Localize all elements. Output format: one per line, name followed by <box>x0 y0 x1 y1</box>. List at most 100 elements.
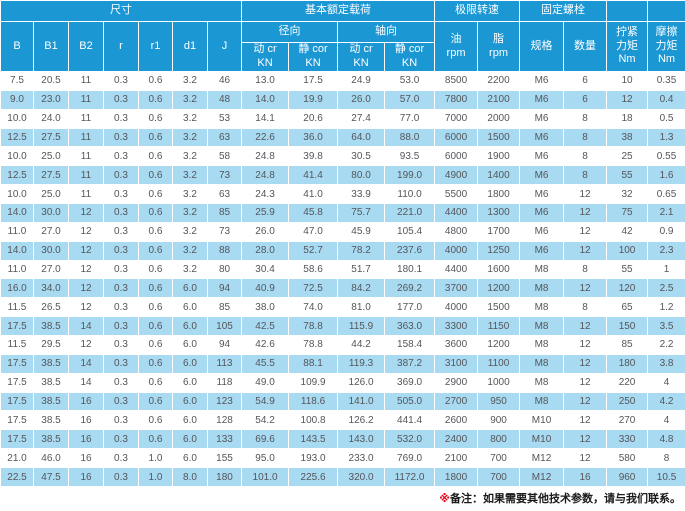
table-cell: 39.8 <box>288 146 339 167</box>
header-col-tighten-torque: 拧紧 力矩 Nm <box>606 21 649 72</box>
table-cell: 12 <box>563 221 608 242</box>
table-cell: 25.9 <box>241 203 290 223</box>
table-cell: 8 <box>563 108 608 129</box>
table-cell: 7800 <box>434 89 479 110</box>
table-cell: 25.0 <box>33 146 69 167</box>
table-cell: 960 <box>606 467 649 487</box>
table-cell: 4400 <box>434 203 479 223</box>
table-cell: 24.3 <box>241 184 290 205</box>
header-col-grease-rpm: 脂 rpm <box>477 21 521 72</box>
table-cell: M8 <box>519 297 565 318</box>
table-cell: 0.6 <box>138 108 173 129</box>
table-cell: 16 <box>68 448 104 469</box>
table-cell: 85 <box>606 335 649 355</box>
table-cell: 51.7 <box>337 259 386 280</box>
header-cap-tighten <box>606 0 649 22</box>
table-cell: 38.0 <box>241 297 290 318</box>
table-cell: 113 <box>206 353 243 374</box>
table-cell: M8 <box>519 278 565 299</box>
table-cell: M8 <box>519 259 565 280</box>
table-cell: 0.6 <box>138 316 173 337</box>
table-cell: 4.8 <box>647 429 685 450</box>
table-cell: 769.0 <box>384 448 436 469</box>
table-cell: 16.0 <box>0 278 34 299</box>
table-cell: 52.7 <box>288 240 339 261</box>
table-cell: 0.55 <box>647 146 685 167</box>
table-cell: 10 <box>606 71 649 91</box>
table-cell: 12 <box>68 203 104 223</box>
table-cell: 1500 <box>477 127 521 148</box>
table-cell: 12 <box>563 278 608 299</box>
header-col-bolt-spec: 规格 <box>519 21 565 72</box>
table-row: 14.0 30.0 12 0.3 0.6 3.2 88 28.0 52.7 78.2 237.6 40… <box>0 240 685 261</box>
table-cell: 20.6 <box>288 108 339 129</box>
table-cell: 17.5 <box>288 71 339 91</box>
table-cell: 115.9 <box>337 316 386 337</box>
table-cell: 0.6 <box>138 335 173 355</box>
table-cell: 0.3 <box>103 184 139 205</box>
table-cell: 0.3 <box>103 89 139 110</box>
header-cap-friction <box>647 0 685 22</box>
table-row: 9.0 23.0 11 0.3 0.6 3.2 48 14.0 19.9 26.0 57.0 7800… <box>0 89 685 110</box>
table-cell: 16 <box>68 391 104 412</box>
table-cell: 74.0 <box>288 297 339 318</box>
table-cell: 1900 <box>477 146 521 167</box>
table-row: 11.5 26.5 12 0.3 0.6 6.0 85 38.0 74.0 81.0 177.0 40… <box>0 297 685 318</box>
table-cell: M8 <box>519 353 565 374</box>
table-cell: 41.0 <box>288 184 339 205</box>
table-cell: 85 <box>206 297 243 318</box>
table-cell: 6 <box>563 71 608 91</box>
table-cell: 88.1 <box>288 353 339 374</box>
table-cell: 32 <box>606 184 649 205</box>
table-cell: 2.5 <box>647 278 685 299</box>
table-cell: 49.0 <box>241 372 290 393</box>
table-cell: 45.9 <box>337 221 386 242</box>
table-cell: 73 <box>206 165 243 186</box>
table-cell: 180.1 <box>384 259 436 280</box>
table-cell: 2.1 <box>647 203 685 223</box>
table-cell: 17.5 <box>0 372 34 393</box>
table-cell: 12 <box>68 221 104 242</box>
table-cell: 2100 <box>434 448 479 469</box>
table-cell: 532.0 <box>384 429 436 450</box>
table-cell: 4000 <box>434 240 479 261</box>
table-cell: 0.3 <box>103 372 139 393</box>
table-cell: 94 <box>206 335 243 355</box>
header-group-load: 基本额定载荷 <box>241 0 436 22</box>
table-row: 10.0 25.0 11 0.3 0.6 3.2 58 24.8 39.8 30.5 93.5 600… <box>0 146 685 167</box>
table-row: 10.0 24.0 11 0.3 0.6 3.2 53 14.1 20.6 27.4 77.0 700… <box>0 108 685 129</box>
table-cell: 16 <box>68 410 104 431</box>
table-cell: 0.3 <box>103 467 139 487</box>
table-cell: 38.5 <box>33 372 69 393</box>
table-cell: 26.5 <box>33 297 69 318</box>
table-cell: 14.0 <box>0 240 34 261</box>
table-cell: M6 <box>519 127 565 148</box>
table-cell: 58 <box>206 146 243 167</box>
table-cell: 64.0 <box>337 127 386 148</box>
table-cell: 220 <box>606 372 649 393</box>
table-cell: 24.9 <box>337 71 386 91</box>
table-cell: 28.0 <box>241 240 290 261</box>
table-cell: 0.3 <box>103 316 139 337</box>
table-cell: 12.5 <box>0 165 34 186</box>
table-cell: 53.0 <box>384 71 436 91</box>
table-cell: 1200 <box>477 278 521 299</box>
table-cell: 14.0 <box>0 203 34 223</box>
table-cell: 3300 <box>434 316 479 337</box>
table-cell: 11 <box>68 89 104 110</box>
table-cell: 12 <box>68 240 104 261</box>
table-cell: 3.2 <box>172 203 208 223</box>
table-cell: 30.4 <box>241 259 290 280</box>
header-col-axial-static: 静 cor KN <box>384 42 436 72</box>
table-cell: 8 <box>563 165 608 186</box>
table-cell: 0.3 <box>103 335 139 355</box>
bearing-spec-table: 尺寸 基本额定载荷 极限转速 固定螺栓 B B1 B2 r r1 d1 J 径向… <box>0 0 685 487</box>
table-cell: 3600 <box>434 335 479 355</box>
table-cell: 11.5 <box>0 297 34 318</box>
table-cell: 270 <box>606 410 649 431</box>
table-cell: 95.0 <box>241 448 290 469</box>
table-cell: 0.6 <box>138 165 173 186</box>
table-cell: M6 <box>519 146 565 167</box>
header-col-r1: r1 <box>138 21 173 72</box>
table-cell: 57.0 <box>384 89 436 110</box>
